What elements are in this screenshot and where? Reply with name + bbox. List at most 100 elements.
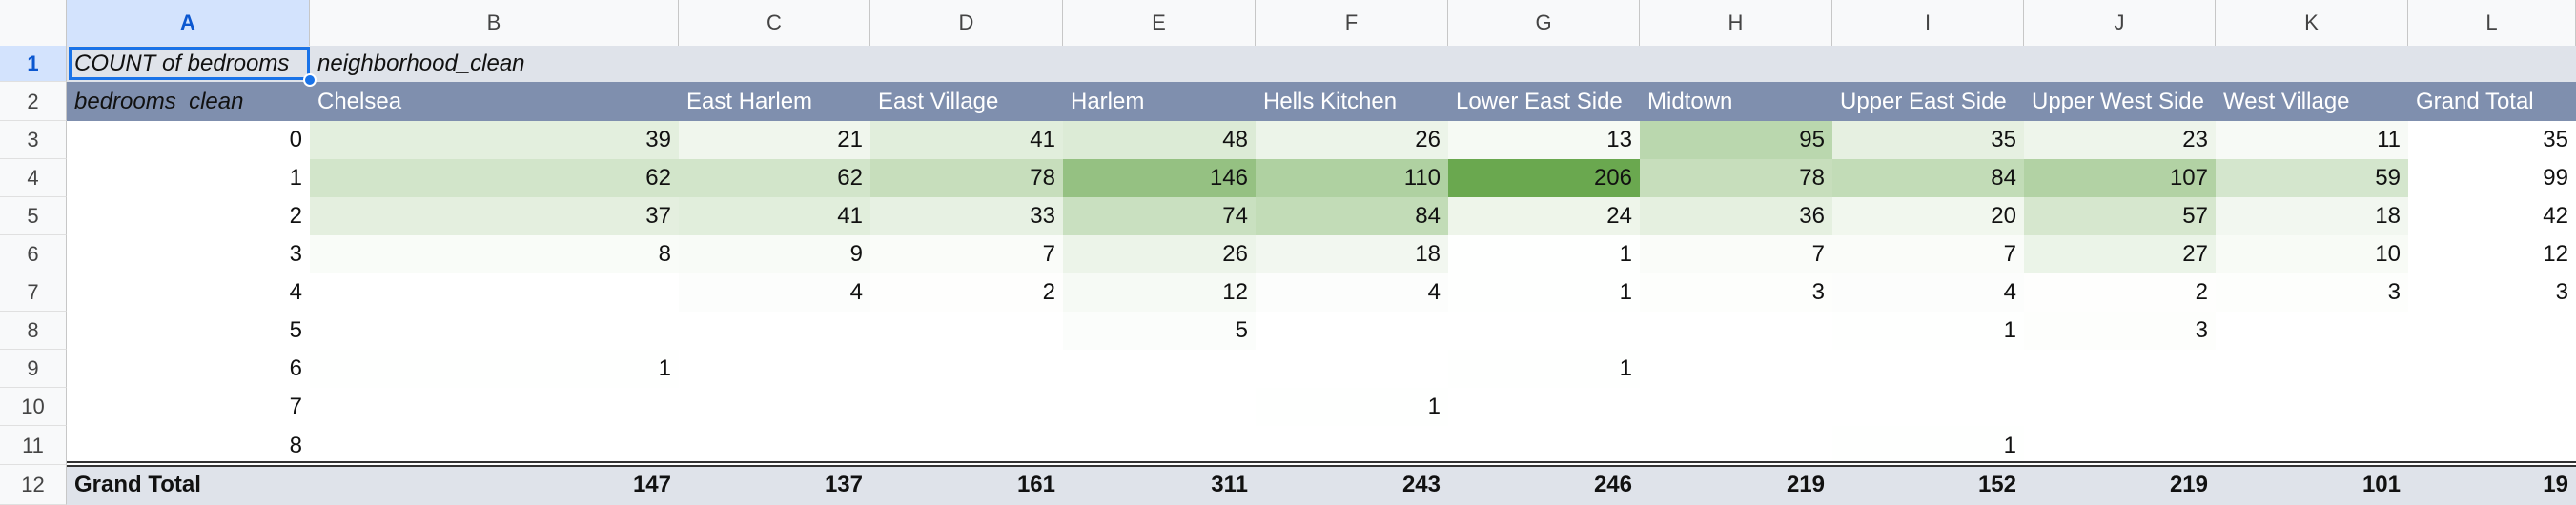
grand-total-value[interactable]: 219	[2169, 472, 2208, 497]
pivot-count-cell[interactable]	[310, 388, 679, 426]
grand-total-value[interactable]: 19	[2543, 472, 2568, 497]
pivot-count-cell[interactable]: 1	[1448, 235, 1640, 273]
pivot-count-cell[interactable]	[1256, 312, 1448, 350]
column-header-b[interactable]: B	[310, 0, 679, 46]
row-header-2[interactable]: 2	[0, 82, 67, 121]
pivot-count-cell[interactable]	[1832, 350, 2024, 388]
pivot-count-cell[interactable]	[1640, 350, 1832, 388]
column-header-j[interactable]: J	[2024, 0, 2216, 46]
pivot-count-cell[interactable]: 59	[2216, 159, 2408, 197]
grand-total-value[interactable]: 243	[1401, 472, 1441, 497]
pivot-count-cell[interactable]	[1063, 350, 1256, 388]
pivot-count-cell[interactable]: 18	[1256, 235, 1448, 273]
pivot-count-cell[interactable]	[679, 388, 870, 426]
pivot-count-cell[interactable]	[2408, 350, 2576, 388]
column-header-c[interactable]: C	[679, 0, 870, 46]
pivot-count-cell[interactable]: 37	[310, 197, 679, 235]
pivot-count-cell[interactable]: 1	[1448, 350, 1640, 388]
pivot-count-cell[interactable]: 3	[2555, 279, 2568, 305]
neighborhood-header[interactable]: East Village	[878, 89, 999, 114]
bedroom-value[interactable]: 3	[289, 241, 302, 267]
neighborhood-header[interactable]: Upper East Side	[1840, 89, 2007, 114]
pivot-count-cell[interactable]	[1448, 426, 1640, 465]
pivot-count-cell[interactable]	[2024, 426, 2216, 465]
bedroom-value[interactable]: 7	[289, 394, 302, 419]
row-header-10[interactable]: 10	[0, 388, 67, 426]
pivot-count-cell[interactable]	[2216, 312, 2408, 350]
pivot-count-cell[interactable]	[310, 426, 679, 465]
pivot-count-cell[interactable]	[2408, 388, 2576, 426]
column-header-f[interactable]: F	[1256, 0, 1448, 46]
grand-total-value[interactable]: 161	[1016, 472, 1055, 497]
active-cell-outline[interactable]	[69, 47, 310, 80]
pivot-count-cell[interactable]: 18	[2216, 197, 2408, 235]
pivot-count-cell[interactable]	[870, 350, 1063, 388]
pivot-row-field[interactable]: bedrooms_clean	[74, 89, 244, 114]
pivot-count-cell[interactable]: 20	[1832, 197, 2024, 235]
pivot-count-cell[interactable]	[2216, 426, 2408, 465]
pivot-count-cell[interactable]: 2	[2024, 273, 2216, 312]
row-header-9[interactable]: 9	[0, 350, 67, 388]
pivot-count-cell[interactable]: 7	[870, 235, 1063, 273]
pivot-column-field[interactable]: neighborhood_clean	[317, 50, 525, 76]
bedroom-value[interactable]: 2	[289, 203, 302, 229]
pivot-count-cell[interactable]: 35	[1832, 121, 2024, 159]
pivot-count-cell[interactable]: 5	[1063, 312, 1256, 350]
pivot-count-cell[interactable]: 9	[679, 235, 870, 273]
pivot-count-cell[interactable]	[1832, 388, 2024, 426]
pivot-count-cell[interactable]: 206	[1448, 159, 1640, 197]
pivot-count-cell[interactable]: 12	[2543, 241, 2568, 267]
pivot-count-cell[interactable]: 1	[310, 350, 679, 388]
pivot-count-cell[interactable]: 8	[310, 235, 679, 273]
pivot-count-cell[interactable]	[1640, 312, 1832, 350]
pivot-count-cell[interactable]: 3	[2216, 273, 2408, 312]
pivot-count-cell[interactable]: 11	[2216, 121, 2408, 159]
pivot-count-cell[interactable]	[2216, 388, 2408, 426]
pivot-count-cell[interactable]: 2	[870, 273, 1063, 312]
pivot-count-cell[interactable]	[2024, 350, 2216, 388]
row-header-11[interactable]: 11	[0, 426, 67, 465]
pivot-count-cell[interactable]: 12	[1063, 273, 1256, 312]
grand-total-value[interactable]: 311	[1211, 472, 1248, 497]
pivot-count-cell[interactable]	[870, 388, 1063, 426]
pivot-count-cell[interactable]: 21	[679, 121, 870, 159]
pivot-count-cell[interactable]	[870, 426, 1063, 465]
column-header-l[interactable]: L	[2408, 0, 2576, 46]
bedroom-value[interactable]: 4	[289, 279, 302, 305]
pivot-count-cell[interactable]: 41	[870, 121, 1063, 159]
pivot-count-cell[interactable]	[2408, 312, 2576, 350]
bedroom-value[interactable]: 8	[289, 433, 302, 458]
pivot-count-cell[interactable]: 107	[2024, 159, 2216, 197]
pivot-count-cell[interactable]: 1	[1256, 388, 1448, 426]
pivot-count-cell[interactable]: 3	[2024, 312, 2216, 350]
pivot-count-cell[interactable]: 42	[2543, 203, 2568, 229]
pivot-count-cell[interactable]: 146	[1063, 159, 1256, 197]
pivot-count-cell[interactable]: 95	[1640, 121, 1832, 159]
pivot-count-cell[interactable]	[1448, 312, 1640, 350]
column-header-g[interactable]: G	[1448, 0, 1640, 46]
pivot-count-cell[interactable]: 62	[679, 159, 870, 197]
pivot-count-cell[interactable]	[1640, 426, 1832, 465]
bedroom-value[interactable]: 0	[289, 127, 302, 152]
pivot-count-cell[interactable]: 78	[1640, 159, 1832, 197]
pivot-count-cell[interactable]: 4	[1256, 273, 1448, 312]
pivot-count-cell[interactable]: 23	[2024, 121, 2216, 159]
pivot-count-cell[interactable]: 39	[310, 121, 679, 159]
column-header-d[interactable]: D	[870, 0, 1063, 46]
pivot-count-cell[interactable]: 24	[1448, 197, 1640, 235]
column-header-e[interactable]: E	[1063, 0, 1256, 46]
pivot-count-cell[interactable]	[1640, 388, 1832, 426]
pivot-count-cell[interactable]: 27	[2024, 235, 2216, 273]
pivot-count-cell[interactable]: 7	[1640, 235, 1832, 273]
pivot-count-cell[interactable]	[679, 350, 870, 388]
pivot-count-cell[interactable]	[1063, 426, 1256, 465]
pivot-count-cell[interactable]	[1256, 426, 1448, 465]
pivot-count-cell[interactable]: 13	[1448, 121, 1640, 159]
column-header-h[interactable]: H	[1640, 0, 1832, 46]
pivot-count-cell[interactable]: 36	[1640, 197, 1832, 235]
neighborhood-header[interactable]: Chelsea	[317, 89, 402, 114]
row-header-1[interactable]: 1	[0, 46, 67, 82]
pivot-count-cell[interactable]: 33	[870, 197, 1063, 235]
pivot-count-cell[interactable]: 7	[1832, 235, 2024, 273]
pivot-count-cell[interactable]: 4	[679, 273, 870, 312]
